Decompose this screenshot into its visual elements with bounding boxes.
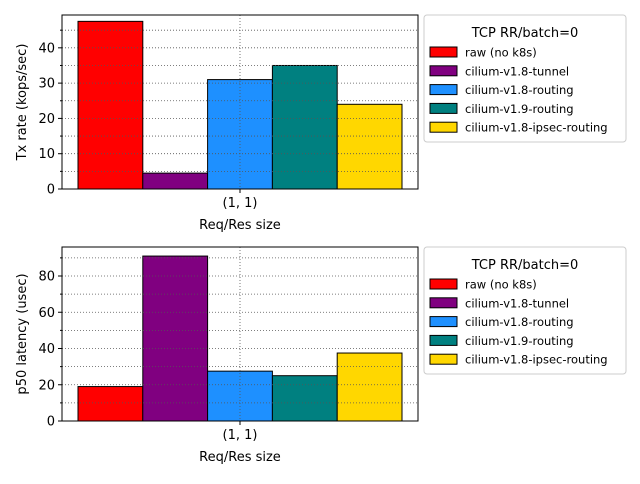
legend: TCP RR/batch=0 raw (no k8s) cilium-v1.8-tu…: [423, 14, 627, 143]
legend-entry-label: cilium-v1.9-routing: [465, 334, 574, 348]
y-tick-label: 10: [38, 147, 55, 162]
chart-panel-2: 0 20 40 60 80 (1, 1) Req/Res size p50 latency (…: [15, 246, 627, 465]
bar-cilium-v1-8-routing: [207, 370, 273, 422]
legend-swatch: [429, 316, 458, 328]
bar-cilium-v1-8-tunnel: [142, 255, 209, 422]
x-tick-label: (1, 1): [223, 428, 258, 443]
y-tick-label: 20: [38, 112, 55, 127]
bar-cilium-v1-9-routing: [271, 64, 338, 190]
legend-swatch: [429, 121, 458, 133]
y-tick-label: 30: [38, 77, 55, 92]
legend-swatch: [429, 278, 458, 290]
bar-cilium-v1-8-tunnel: [142, 172, 209, 190]
legend-entry-label: cilium-v1.8-routing: [465, 83, 574, 97]
legend-swatch: [429, 102, 458, 114]
x-tick-label: (1, 1): [223, 196, 258, 211]
legend-entry-label: cilium-v1.8-ipsec-routing: [465, 121, 608, 135]
legend-entry-label: cilium-v1.9-routing: [465, 102, 574, 116]
legend-entry-label: raw (no k8s): [465, 46, 537, 60]
y-tick-label: 0: [47, 415, 55, 430]
grid-lines: [62, 247, 418, 421]
y-tick-label: 0: [47, 183, 55, 198]
bar-cilium-v1-8-ipsec-routing: [336, 352, 403, 422]
grid-lines: [62, 15, 418, 189]
y-tick-label: 40: [38, 342, 55, 357]
y-axis-label: Tx rate (kops/sec): [15, 44, 30, 162]
bar-cilium-v1-8-routing: [207, 79, 273, 190]
legend-swatch: [429, 84, 458, 96]
legend: TCP RR/batch=0 raw (no k8s) cilium-v1.8-tu…: [423, 246, 627, 375]
legend-swatch: [429, 353, 458, 365]
legend-entry-label: cilium-v1.8-routing: [465, 315, 574, 329]
legend-entry-label: cilium-v1.8-tunnel: [465, 64, 569, 78]
y-axis-label: p50 latency (usec): [15, 273, 30, 394]
bar-raw-no-k8s-: [77, 20, 144, 190]
y-tick-label: 20: [38, 378, 55, 393]
y-tick-label: 60: [38, 306, 55, 321]
legend-box: [423, 246, 627, 375]
legend-title: TCP RR/batch=0: [471, 258, 579, 273]
legend-entry-label: cilium-v1.8-ipsec-routing: [465, 353, 608, 367]
y-tick-label: 80: [38, 270, 55, 285]
legend-swatch: [429, 334, 458, 346]
x-axis-label: Req/Res size: [199, 450, 281, 465]
bar-cilium-v1-9-routing: [271, 375, 338, 422]
legend-box: [423, 14, 627, 143]
legend-title: TCP RR/batch=0: [471, 26, 579, 41]
chart-panel-1: 0 10 20 30 40 (1, 1) Req/Res size Tx rate (kops…: [15, 14, 627, 233]
bar-cilium-v1-8-ipsec-routing: [336, 103, 403, 190]
x-axis-label: Req/Res size: [199, 218, 281, 233]
bar-raw-no-k8s-: [77, 386, 144, 422]
y-tick-label: 40: [38, 41, 55, 56]
legend-entry-label: cilium-v1.8-tunnel: [465, 296, 569, 310]
legend-swatch: [429, 297, 458, 309]
legend-entry-label: raw (no k8s): [465, 278, 537, 292]
legend-swatch: [429, 65, 458, 77]
legend-swatch: [429, 46, 458, 58]
